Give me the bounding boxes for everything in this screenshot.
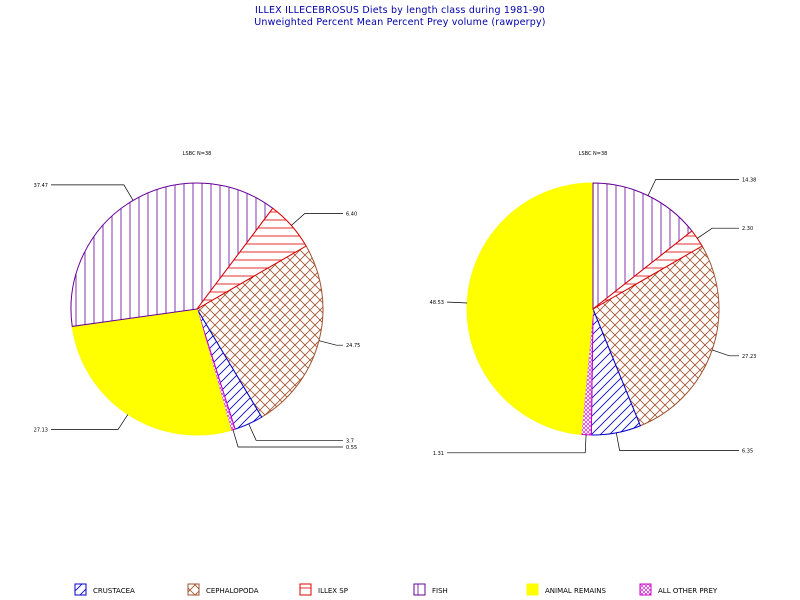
- leader-line: [647, 179, 739, 196]
- legend-swatch: [413, 583, 426, 596]
- slice-label-crustacea: 3.7: [346, 438, 354, 444]
- leader-line: [318, 340, 343, 346]
- legend-swatch: [299, 583, 312, 596]
- slice-label-all-other-prey: 1.31: [433, 451, 444, 457]
- slice-label-fish: 37.47: [34, 183, 48, 189]
- pie-slice-illex-sp: [592, 230, 703, 310]
- pie-slice-fish: [592, 182, 693, 311]
- pie-chart-2: LSBC N=38 27.23 6.35 1.31 48.53 14.38 2.30: [430, 151, 757, 457]
- legend-swatch: [74, 583, 87, 596]
- slice-label-illex-sp: 2.30: [742, 226, 753, 232]
- leader-line: [232, 429, 343, 448]
- legend-swatch: [526, 583, 539, 596]
- legend-label: ALL OTHER PREY: [658, 587, 718, 595]
- legend-swatch: [187, 583, 200, 596]
- pie-title: LSBC N=38: [183, 151, 212, 157]
- slice-label-crustacea: 6.35: [742, 449, 753, 455]
- pie-slice-fish: [70, 182, 274, 327]
- legend-label: FISH: [432, 587, 448, 595]
- leader-line: [447, 434, 587, 454]
- pie-slice-animal-remains: [71, 308, 232, 436]
- legend-item-illex-sp: ILLEX SP: [299, 583, 348, 596]
- legend-swatch: [639, 583, 652, 596]
- legend-label: CRUSTACEA: [93, 587, 135, 595]
- slice-label-cephalopoda: 24.75: [346, 343, 360, 349]
- slice-label-cephalopoda: 27.23: [742, 354, 756, 360]
- chart-title: ILLEX ILLECEBROSUS Diets by length class…: [254, 5, 545, 16]
- pie-slice-cephalopoda: [196, 245, 324, 418]
- legend-label: ILLEX SP: [318, 587, 348, 595]
- leader-line: [248, 423, 343, 441]
- legend-item-animal-remains: ANIMAL REMAINS: [526, 583, 606, 596]
- leader-line: [51, 414, 129, 430]
- legend-label: ANIMAL REMAINS: [545, 587, 606, 595]
- leader-line: [712, 349, 739, 357]
- leader-line: [291, 213, 343, 226]
- chart-subtitle: Unweighted Percent Mean Percent Prey vol…: [254, 17, 546, 28]
- leader-line: [447, 301, 468, 304]
- legend-item-crustacea: CRUSTACEA: [74, 583, 135, 596]
- pie-title: LSBC N=38: [579, 151, 608, 157]
- legend-item-fish: FISH: [413, 583, 448, 596]
- leader-line: [51, 184, 134, 201]
- leader-line: [615, 432, 739, 451]
- leader-line: [697, 227, 739, 239]
- slice-label-all-other-prey: 0.55: [346, 445, 357, 451]
- legend-item-cephalopoda: CEPHALOPODA: [187, 583, 259, 596]
- legend-label: CEPHALOPODA: [206, 587, 259, 595]
- legend-item-all-other-prey: ALL OTHER PREY: [639, 583, 718, 596]
- slice-label-illex-sp: 6.40: [346, 212, 357, 218]
- slice-label-animal-remains: 48.53: [430, 300, 444, 306]
- pie-chart-1: LSBC N=38 24.75 3.70.55 27.13 37.47 6.40: [34, 151, 361, 451]
- pie-slice-animal-remains: [466, 182, 594, 435]
- slice-label-fish: 14.38: [742, 177, 756, 183]
- slice-label-animal-remains: 27.13: [34, 427, 48, 433]
